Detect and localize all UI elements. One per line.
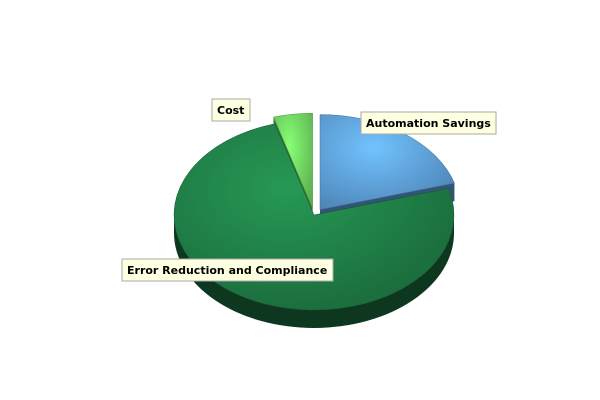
pie-label-text: Cost [217, 104, 244, 117]
pie-label-box [121, 258, 334, 282]
pie-labels: Automation Savings Error Reduction and Co… [121, 98, 497, 282]
pie-label-error-reduction-and-compliance: Error Reduction and Compliance [121, 258, 334, 282]
pie-label-cost: Cost [211, 98, 251, 122]
pie-label-text: Automation Savings [366, 117, 491, 130]
pie-label-box [211, 98, 251, 122]
pie-label-box [360, 111, 497, 135]
pie-side-error-reduction-and-compliance [174, 215, 454, 328]
pie-label-text: Error Reduction and Compliance [127, 264, 327, 277]
pie-label-automation-savings: Automation Savings [360, 111, 497, 135]
pie-slice-cost [273, 113, 313, 209]
